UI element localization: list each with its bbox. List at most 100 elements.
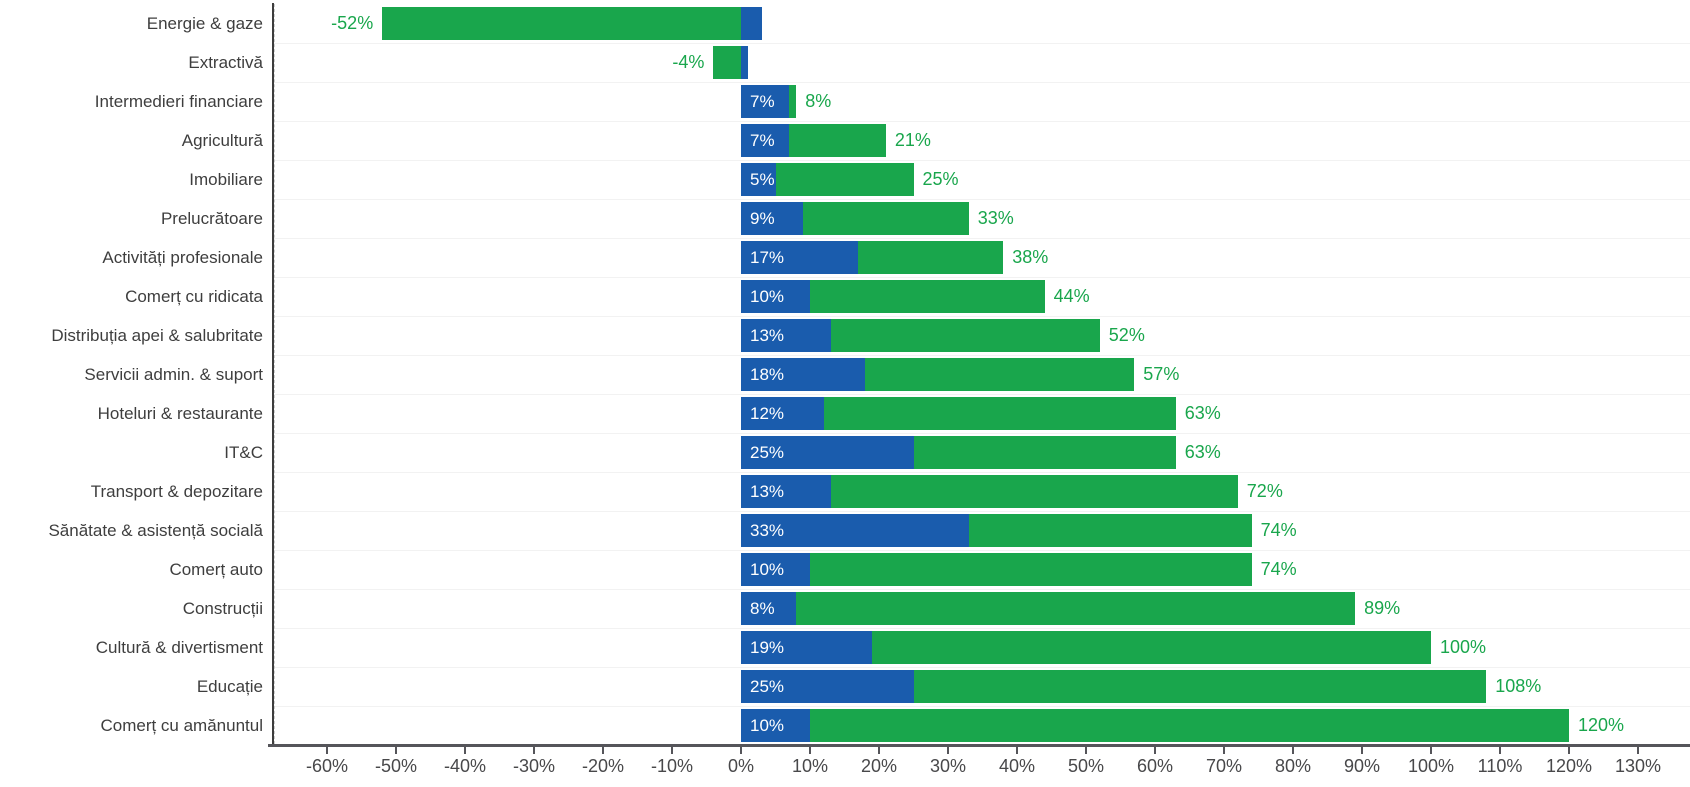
green-bar-label: 44% xyxy=(1053,286,1090,306)
green-bar-label: 74% xyxy=(1260,520,1297,540)
blue-bar-label: 7% xyxy=(750,92,775,111)
green-bar xyxy=(775,163,914,196)
blue-bar-label: 10% xyxy=(750,287,785,306)
blue-bar-label: 12% xyxy=(750,404,785,423)
row-gridline xyxy=(274,316,1690,317)
green-bar xyxy=(830,319,1100,352)
green-bar xyxy=(796,592,1356,625)
row-gridline xyxy=(274,472,1690,473)
blue-bar xyxy=(741,397,824,430)
blue-bar-label: 7% xyxy=(750,131,775,150)
x-tick-label: 130% xyxy=(1614,756,1662,776)
green-bar xyxy=(865,358,1135,391)
x-tick-mark xyxy=(947,747,949,754)
green-bar xyxy=(803,202,969,235)
x-tick-label: 90% xyxy=(1343,756,1381,776)
green-bar-label: 74% xyxy=(1260,559,1297,579)
blue-bar xyxy=(741,709,810,742)
x-tick-label: 10% xyxy=(791,756,829,776)
category-label: Distribuția apei & salubritate xyxy=(51,326,263,345)
category-label: Sănătate & asistență socială xyxy=(48,521,263,540)
green-bar-label: -52% xyxy=(331,13,374,33)
category-label: Comerț cu ridicata xyxy=(125,287,263,306)
y-axis-line xyxy=(272,3,274,746)
x-tick-mark xyxy=(1499,747,1501,754)
green-bar-label: 63% xyxy=(1184,442,1221,462)
blue-bar xyxy=(741,670,914,703)
x-tick-mark xyxy=(602,747,604,754)
green-bar xyxy=(810,709,1569,742)
row-gridline xyxy=(274,394,1690,395)
x-tick-mark xyxy=(740,747,742,754)
zero-gridline xyxy=(274,4,275,744)
category-label: Servicii admin. & suport xyxy=(84,365,263,384)
category-label: Agricultură xyxy=(181,131,263,150)
x-tick-mark xyxy=(1568,747,1570,754)
green-bar xyxy=(789,124,886,157)
green-bar xyxy=(830,475,1238,508)
x-tick-mark xyxy=(395,747,397,754)
blue-bar xyxy=(741,475,831,508)
green-bar xyxy=(713,46,741,79)
green-bar xyxy=(382,7,741,40)
green-bar-label: 52% xyxy=(1108,325,1145,345)
green-bar-label: 120% xyxy=(1578,715,1625,735)
x-tick-label: -40% xyxy=(443,756,487,776)
x-tick-label: 80% xyxy=(1274,756,1312,776)
category-label: Hoteluri & restaurante xyxy=(97,404,263,423)
x-axis-line xyxy=(268,744,1690,747)
blue-bar xyxy=(741,280,810,313)
x-tick-label: -60% xyxy=(305,756,349,776)
green-bar-label: 63% xyxy=(1184,403,1221,423)
x-tick-mark xyxy=(878,747,880,754)
blue-bar xyxy=(741,124,790,157)
x-tick-mark xyxy=(1430,747,1432,754)
blue-bar xyxy=(741,436,914,469)
category-label: IT&C xyxy=(224,443,263,462)
green-bar xyxy=(913,670,1487,703)
green-bar-label: 21% xyxy=(894,130,931,150)
category-label: Comerț auto xyxy=(169,560,263,579)
x-tick-mark xyxy=(1016,747,1018,754)
category-label: Comerț cu amănuntul xyxy=(100,716,263,735)
category-label: Educație xyxy=(196,677,263,696)
blue-bar xyxy=(741,592,797,625)
x-tick-label: -20% xyxy=(581,756,625,776)
x-tick-label: 0% xyxy=(727,756,755,776)
x-tick-label: 20% xyxy=(860,756,898,776)
blue-bar-label: 13% xyxy=(750,482,785,501)
green-bar-label: 57% xyxy=(1143,364,1180,384)
blue-bar-label: 33% xyxy=(750,521,785,540)
row-gridline xyxy=(274,511,1690,512)
x-tick-label: -30% xyxy=(512,756,556,776)
x-tick-mark xyxy=(1223,747,1225,754)
blue-bar xyxy=(741,553,810,586)
blue-bar xyxy=(741,514,969,547)
blue-bar-label: 18% xyxy=(750,365,785,384)
row-gridline xyxy=(274,355,1690,356)
blue-bar-label: 25% xyxy=(750,677,785,696)
category-label: Energie & gaze xyxy=(146,14,263,33)
blue-bar-label: 19% xyxy=(750,638,785,657)
blue-bar xyxy=(741,85,790,118)
blue-bar-label: 10% xyxy=(750,560,785,579)
row-gridline xyxy=(274,160,1690,161)
blue-bar-label: 13% xyxy=(750,326,785,345)
x-tick-mark xyxy=(533,747,535,754)
x-tick-label: -50% xyxy=(374,756,418,776)
x-tick-mark xyxy=(1292,747,1294,754)
x-tick-mark xyxy=(1361,747,1363,754)
blue-bar xyxy=(741,202,804,235)
row-gridline xyxy=(274,238,1690,239)
x-tick-label: -10% xyxy=(650,756,694,776)
blue-bar xyxy=(741,7,762,40)
plot-area: -52% -4% 7% 8% 7% 21% 5% 25% 9% 33% 17% 38% 10% 44% 13… xyxy=(274,0,1690,745)
green-bar-label: 100% xyxy=(1440,637,1487,657)
row-gridline xyxy=(274,199,1690,200)
blue-bar-label: 9% xyxy=(750,209,775,228)
x-tick-mark xyxy=(1637,747,1639,754)
x-tick-label: 50% xyxy=(1067,756,1105,776)
green-bar xyxy=(810,553,1252,586)
category-label: Cultură & divertisment xyxy=(95,638,263,657)
